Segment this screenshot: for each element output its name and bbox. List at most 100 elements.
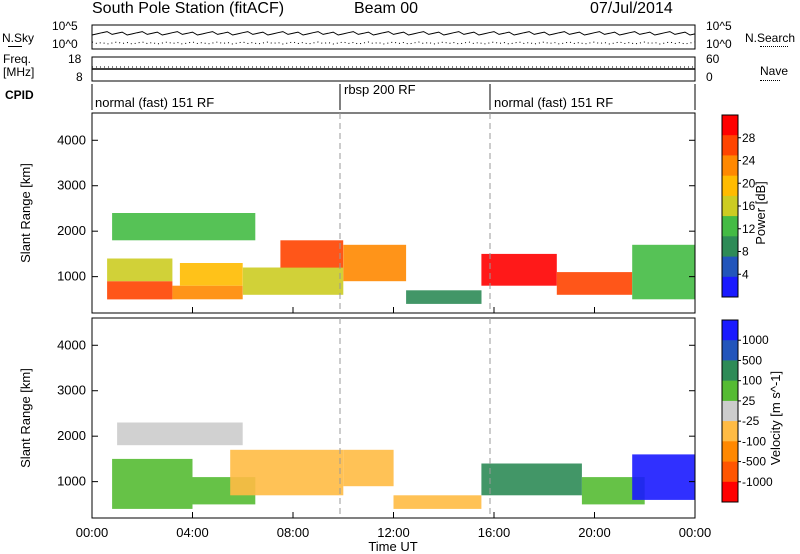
velocity-colorbar-tick-5: -100 bbox=[742, 434, 766, 448]
power-colorbar-swatch-2 bbox=[722, 155, 738, 177]
power-band-10 bbox=[556, 272, 633, 295]
velocity-band-1 bbox=[117, 422, 243, 446]
power-colorbar-swatch-1 bbox=[722, 135, 738, 156]
power-band-1 bbox=[107, 258, 173, 282]
power-colorbar-tick-1: 24 bbox=[742, 154, 756, 168]
x-axis: 00:00 04:00 08:00 12:00 16:00 20:00 00:00 bbox=[76, 307, 712, 540]
velocity-ytick-1: 3000 bbox=[57, 383, 86, 398]
nsky-panel: 10^5 10^0 10^5 10^0 bbox=[52, 19, 732, 51]
velocity-colorbar-swatch-6 bbox=[722, 441, 738, 462]
nsearch-series bbox=[91, 41, 696, 45]
power-colorbar-swatch-6 bbox=[722, 236, 738, 257]
power-panel: 4000 3000 2000 1000 Slant Range [km] 28 24 20… bbox=[18, 112, 768, 314]
power-band-5 bbox=[112, 213, 256, 241]
velocity-colorbar-tick-7: -1000 bbox=[742, 475, 773, 489]
power-colorbar-swatch-7 bbox=[722, 256, 738, 278]
velocity-colorbar-tick-2: 100 bbox=[742, 374, 762, 388]
cpid-segment-1: normal (fast) 151 RF bbox=[95, 95, 214, 110]
x-tick-6: 00:00 bbox=[679, 525, 712, 540]
velocity-band-5 bbox=[393, 495, 482, 509]
velocity-colorbar-swatch-1 bbox=[722, 340, 738, 361]
nsearch-tick-top: 10^5 bbox=[706, 19, 732, 33]
cpid-segment-3: normal (fast) 151 RF bbox=[494, 95, 613, 110]
velocity-colorbar-tick-0: 1000 bbox=[742, 333, 769, 347]
power-colorbar-tick-2: 20 bbox=[742, 176, 756, 190]
station-title: South Pole Station (fitACF) bbox=[92, 0, 285, 17]
nsky-legend-line bbox=[8, 46, 22, 47]
power-band-7 bbox=[343, 244, 407, 282]
freq-label: Freq. bbox=[3, 52, 32, 66]
freq-tick-top: 18 bbox=[68, 52, 82, 66]
x-tick-2: 08:00 bbox=[277, 525, 310, 540]
velocity-colorbar-swatch-3 bbox=[722, 380, 738, 402]
velocity-colorbar-tick-4: -25 bbox=[742, 414, 760, 428]
velocity-colorbar-tick-3: 25 bbox=[742, 394, 756, 408]
date-label: 07/Jul/2014 bbox=[590, 0, 673, 17]
velocity-band-3 bbox=[230, 449, 344, 496]
beam-label: Beam 00 bbox=[354, 0, 419, 17]
power-band-9 bbox=[481, 253, 557, 286]
velocity-panel: 4000 3000 2000 1000 Slant Range [km] 1000 50… bbox=[18, 317, 783, 519]
velocity-ylabel: Slant Range [km] bbox=[18, 368, 33, 468]
x-tick-3: 12:00 bbox=[377, 525, 410, 540]
power-colorbar-swatch-3 bbox=[722, 175, 738, 197]
nsky-tick-bottom: 10^0 bbox=[52, 37, 78, 51]
x-tick-5: 20:00 bbox=[578, 525, 611, 540]
power-colorbar-tick-6: 4 bbox=[742, 267, 749, 281]
power-colorbar-swatch-4 bbox=[722, 195, 738, 217]
velocity-ytick-0: 4000 bbox=[57, 337, 86, 352]
velocity-colorbar-tick-6: -500 bbox=[742, 455, 766, 469]
x-tick-1: 04:00 bbox=[176, 525, 209, 540]
power-colorbar-label: Power [dB] bbox=[753, 181, 768, 245]
power-colorbar-swatch-5 bbox=[722, 216, 738, 237]
power-band-6 bbox=[280, 240, 344, 268]
power-ytick-1: 3000 bbox=[57, 178, 86, 193]
velocity-colorbar-tick-1: 500 bbox=[742, 353, 762, 367]
nave-tick-bottom: 0 bbox=[706, 70, 713, 84]
nsky-label: N.Sky bbox=[2, 31, 35, 45]
nave-label: Nave bbox=[760, 64, 789, 78]
power-colorbar-tick-5: 8 bbox=[742, 245, 749, 259]
freq-tick-bottom: 8 bbox=[76, 70, 83, 84]
power-band-2 bbox=[172, 285, 243, 300]
velocity-colorbar-swatch-7 bbox=[722, 461, 738, 483]
velocity-colorbar-swatch-0 bbox=[722, 320, 738, 341]
nave-tick-top: 60 bbox=[706, 52, 720, 66]
freq-unit: [MHz] bbox=[3, 65, 35, 79]
velocity-band-0 bbox=[112, 458, 193, 509]
velocity-colorbar-swatch-2 bbox=[722, 360, 738, 382]
power-colorbar-swatch-8 bbox=[722, 276, 738, 298]
power-band-4 bbox=[242, 267, 344, 295]
freq-panel: 18 8 60 0 bbox=[68, 52, 720, 84]
cpid-segment-2: rbsp 200 RF bbox=[344, 82, 416, 97]
nave-legend-line bbox=[760, 80, 780, 81]
power-ytick-0: 4000 bbox=[57, 132, 86, 147]
velocity-colorbar-swatch-4 bbox=[722, 400, 738, 422]
nsky-series bbox=[91, 31, 696, 36]
power-colorbar-swatch-0 bbox=[722, 115, 738, 136]
nsearch-label: N.Search bbox=[745, 31, 796, 45]
power-ylabel: Slant Range [km] bbox=[18, 163, 33, 263]
power-band-0 bbox=[107, 281, 173, 300]
power-band-11 bbox=[632, 244, 695, 300]
velocity-band-4 bbox=[343, 449, 394, 487]
x-tick-4: 16:00 bbox=[478, 525, 511, 540]
nsky-tick-top: 10^5 bbox=[52, 19, 78, 33]
velocity-colorbar-swatch-5 bbox=[722, 421, 738, 442]
power-colorbar-tick-3: 16 bbox=[742, 199, 756, 213]
velocity-ytick-3: 1000 bbox=[57, 474, 86, 489]
cpid-panel: normal (fast) 151 RF rbsp 200 RF normal … bbox=[91, 82, 696, 110]
velocity-colorbar-frame bbox=[721, 319, 739, 503]
velocity-colorbar-swatch-8 bbox=[722, 481, 738, 503]
velocity-band-6 bbox=[481, 463, 582, 496]
velocity-band-8 bbox=[632, 454, 695, 500]
power-colorbar-tick-0: 28 bbox=[742, 131, 756, 145]
power-band-3 bbox=[179, 263, 243, 286]
power-colorbar-tick-4: 12 bbox=[742, 222, 756, 236]
power-band-8 bbox=[406, 290, 482, 304]
nsearch-legend-line bbox=[760, 46, 788, 47]
power-ytick-3: 1000 bbox=[57, 269, 86, 284]
power-ytick-2: 2000 bbox=[57, 223, 86, 238]
velocity-colorbar-label: Velocity [m s^-1] bbox=[768, 371, 783, 465]
